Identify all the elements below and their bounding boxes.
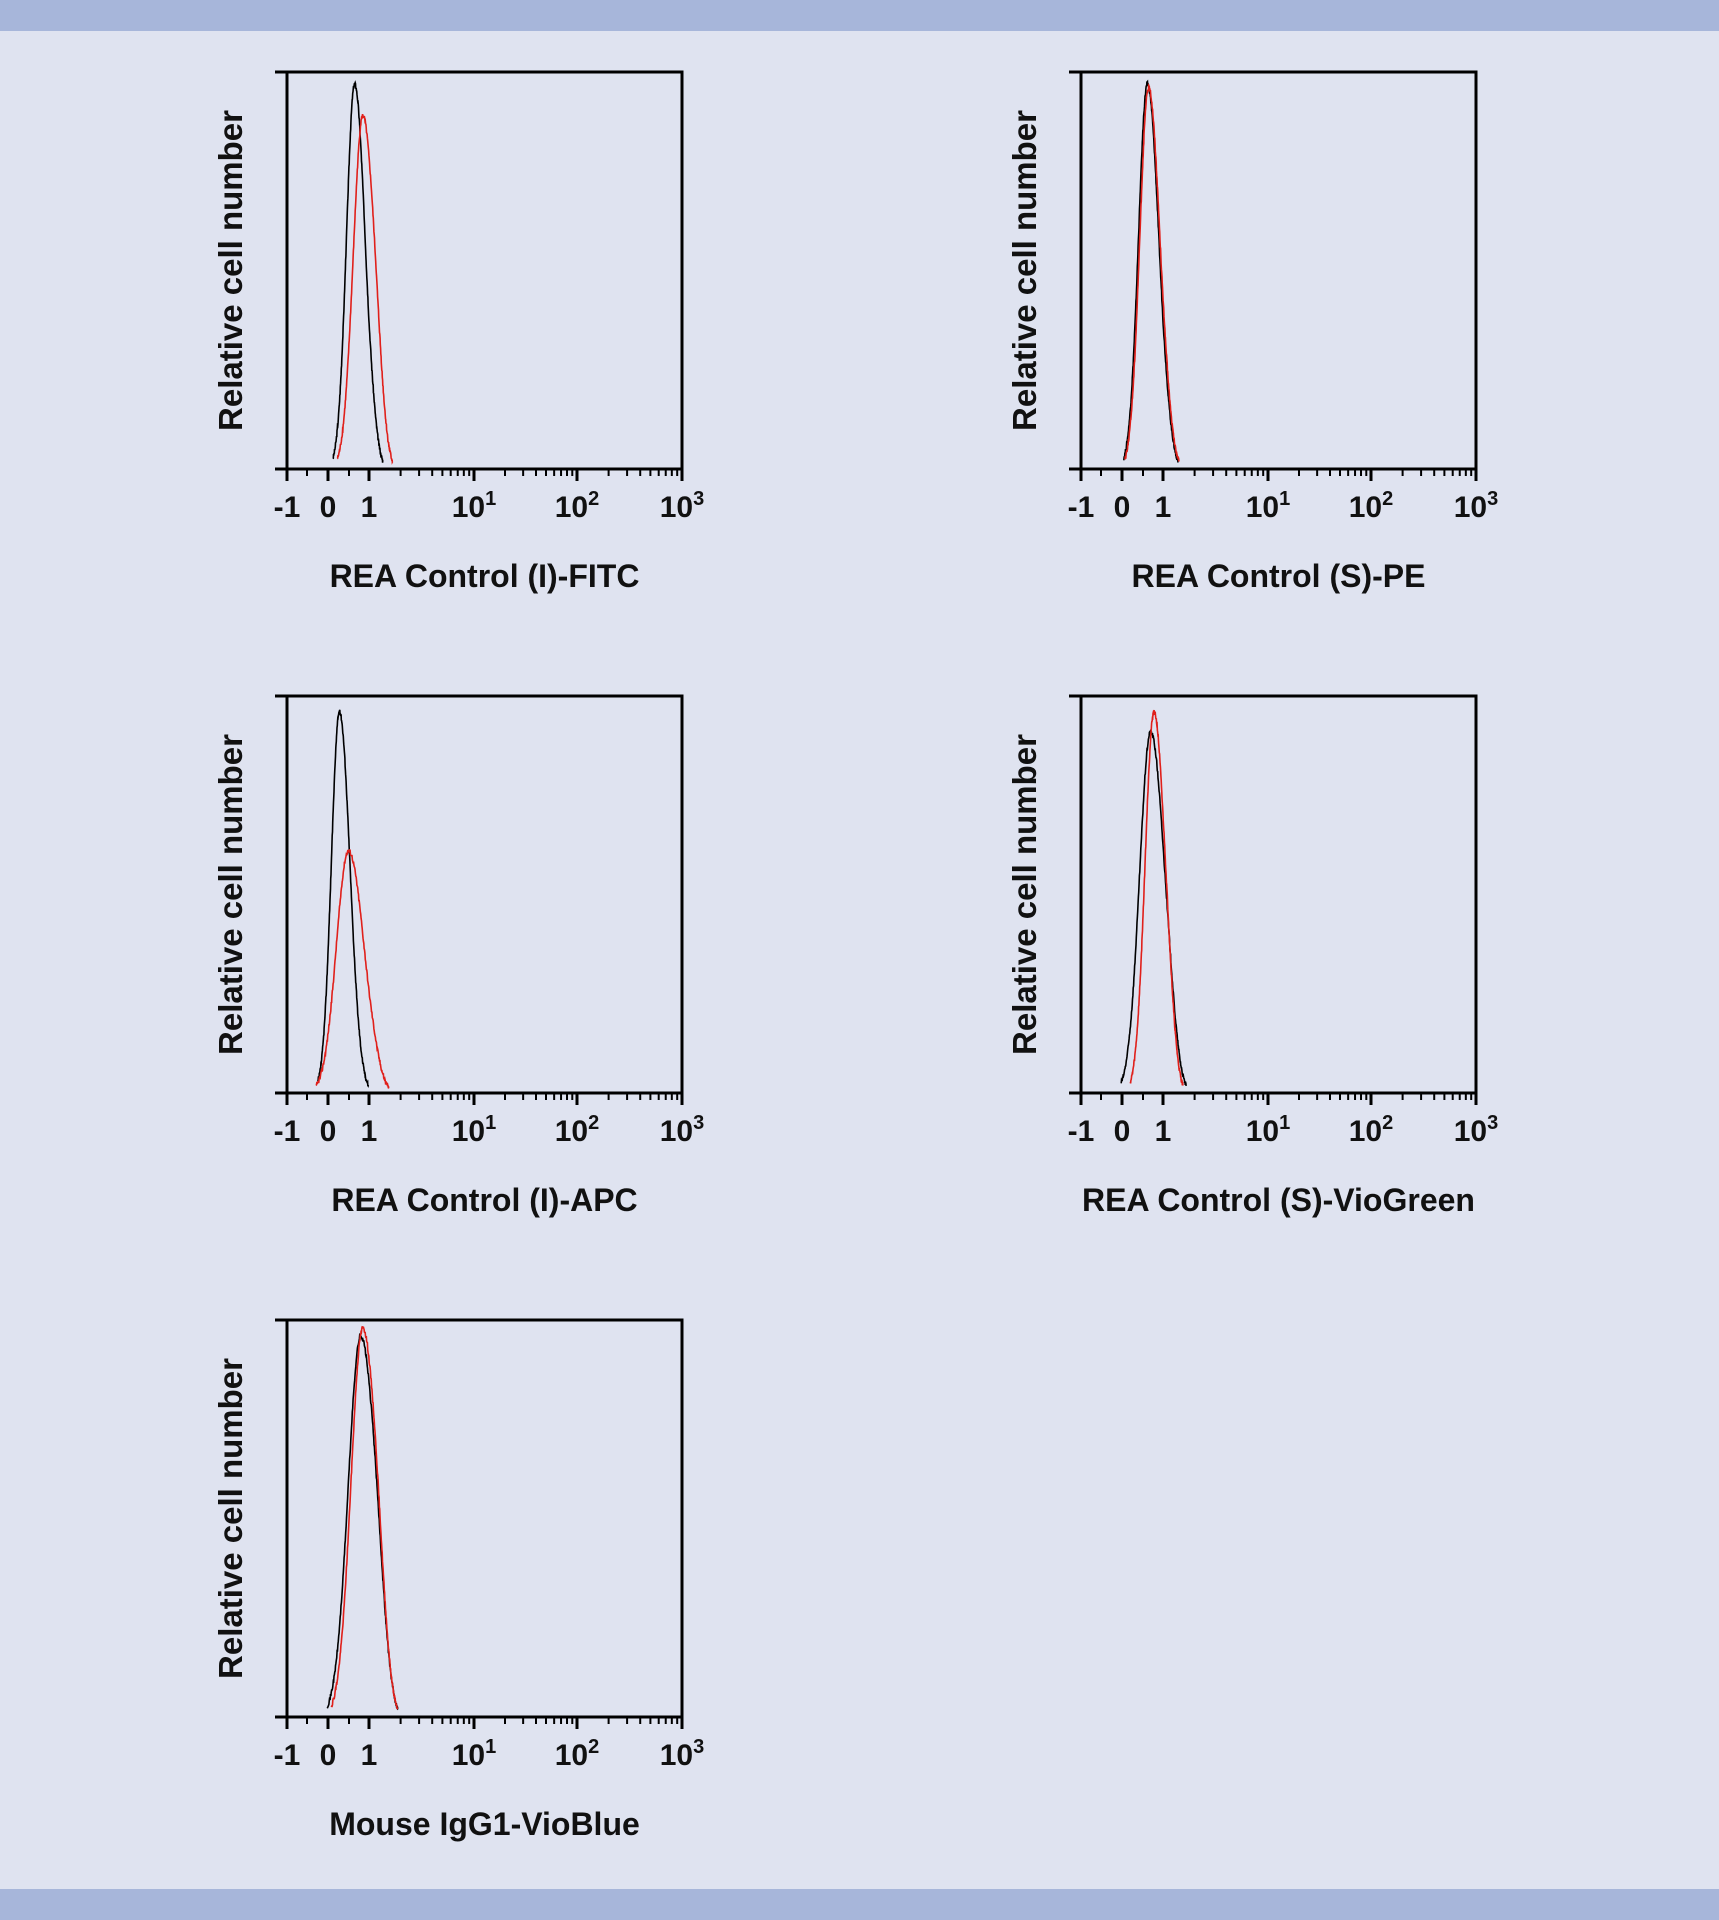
x-tick-label: 1 xyxy=(361,1739,378,1772)
histogram-curve-stained xyxy=(1124,83,1180,462)
histogram-curve-control xyxy=(1120,729,1187,1086)
x-tick-label: 1 xyxy=(1155,491,1172,524)
x-axis-label: Mouse IgG1-VioBlue xyxy=(329,1806,640,1842)
plot-frame xyxy=(1079,70,1478,471)
plot-frame xyxy=(285,1318,684,1719)
top-band xyxy=(0,0,1719,31)
histogram-curve-control xyxy=(317,709,370,1088)
x-tick-label: 103 xyxy=(660,1112,705,1148)
x-axis-label: REA Control (I)-FITC xyxy=(330,558,640,594)
plot-frame xyxy=(1079,694,1478,1095)
x-tick-label: 1 xyxy=(361,491,378,524)
x-tick-label: -1 xyxy=(1068,1115,1095,1148)
histogram-panel: Relative cell number -1 0 1 101 102 103 REA Con… xyxy=(212,694,705,1218)
y-axis-label: Relative cell number xyxy=(1006,734,1043,1055)
x-tick-label: 102 xyxy=(555,1736,600,1772)
x-tick-label: -1 xyxy=(274,491,301,524)
histogram-curve-stained xyxy=(1129,709,1184,1086)
bottom-band xyxy=(0,1889,1719,1920)
x-tick-label: 101 xyxy=(1246,488,1291,524)
y-axis-label: Relative cell number xyxy=(212,734,249,1055)
histogram-panel: Relative cell number -1 0 1 101 102 103 REA Con… xyxy=(1006,70,1499,594)
x-axis-label: REA Control (S)-PE xyxy=(1132,558,1426,594)
y-axis-label: Relative cell number xyxy=(1006,110,1043,431)
x-tick-label: 103 xyxy=(1454,1112,1499,1148)
x-tick-label: 101 xyxy=(1246,1112,1291,1148)
x-tick-label: 102 xyxy=(555,1112,600,1148)
x-axis-label: REA Control (S)-VioGreen xyxy=(1082,1182,1475,1218)
x-tick-label: 0 xyxy=(1114,1115,1131,1148)
x-tick-label: 101 xyxy=(452,488,497,524)
histogram-panel: Relative cell number -1 0 1 101 102 103 REA Con… xyxy=(212,70,705,594)
x-tick-label: 103 xyxy=(660,488,705,524)
histogram-panel: Relative cell number -1 0 1 101 102 103 Mouse I… xyxy=(212,1318,705,1842)
x-tick-label: 1 xyxy=(361,1115,378,1148)
x-tick-label: 101 xyxy=(452,1112,497,1148)
x-tick-label: 103 xyxy=(660,1736,705,1772)
x-tick-label: 0 xyxy=(1114,491,1131,524)
x-tick-label: 0 xyxy=(320,491,337,524)
x-tick-label: 101 xyxy=(452,1736,497,1772)
x-tick-label: 0 xyxy=(320,1115,337,1148)
x-tick-label: 0 xyxy=(320,1739,337,1772)
x-tick-label: -1 xyxy=(274,1739,301,1772)
plot-frame xyxy=(285,694,684,1095)
x-tick-label: 103 xyxy=(1454,488,1499,524)
x-axis-label: REA Control (I)-APC xyxy=(331,1182,637,1218)
y-axis-label: Relative cell number xyxy=(212,1358,249,1679)
histogram-curve-control xyxy=(326,1332,399,1711)
x-tick-label: 102 xyxy=(555,488,600,524)
histogram-panel: Relative cell number -1 0 1 101 102 103 REA Con… xyxy=(1006,694,1499,1218)
x-tick-label: 102 xyxy=(1349,488,1394,524)
histogram-curve-stained xyxy=(336,114,394,465)
x-tick-label: 102 xyxy=(1349,1112,1394,1148)
x-tick-label: -1 xyxy=(1068,491,1095,524)
x-tick-label: 1 xyxy=(1155,1115,1172,1148)
histogram-curve-control xyxy=(332,80,384,463)
histogram-curve-stained xyxy=(330,1325,399,1710)
y-axis-label: Relative cell number xyxy=(212,110,249,431)
histogram-curve-stained xyxy=(315,848,390,1089)
plot-frame xyxy=(285,70,684,471)
x-tick-label: -1 xyxy=(274,1115,301,1148)
